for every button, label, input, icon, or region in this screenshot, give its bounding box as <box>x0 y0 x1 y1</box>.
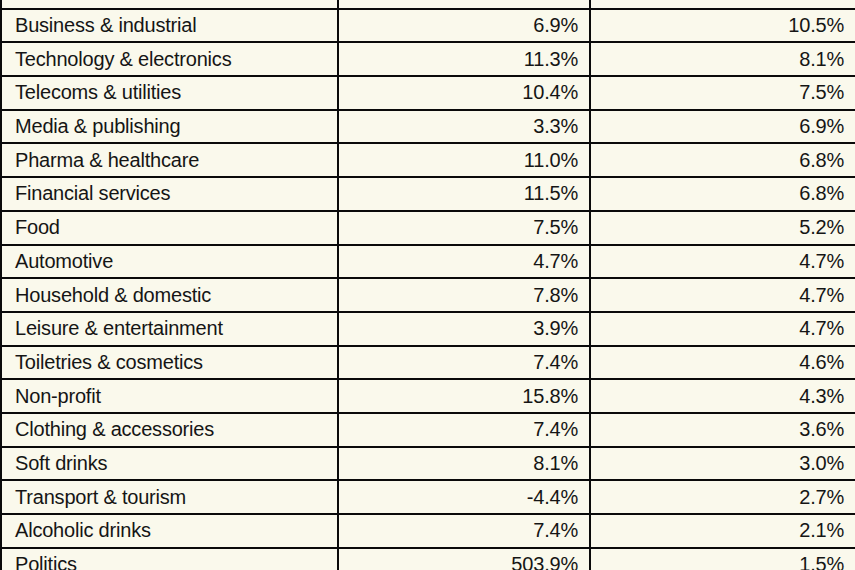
category-cell: Food <box>1 211 338 245</box>
value-cell: 8.1% <box>338 447 590 481</box>
category-cell: Pharma & healthcare <box>1 143 338 177</box>
category-cell: Leisure & entertainment <box>1 312 338 346</box>
category-cell: Household & domestic <box>1 278 338 312</box>
value-cell: 3.3% <box>338 110 590 144</box>
value-cell: 503.9% <box>338 548 590 570</box>
category-cell: Non-profit <box>1 379 338 413</box>
value-cell: 4.3% <box>590 379 855 413</box>
category-cell: Business & industrial <box>1 9 338 43</box>
value-cell: 1.5% <box>590 548 855 570</box>
value-cell: 4.6% <box>590 346 855 380</box>
value-cell: -4.4% <box>338 480 590 514</box>
value-cell: 7.4% <box>338 413 590 447</box>
value-cell: 7.4% <box>338 346 590 380</box>
value-cell: 3.0% <box>590 447 855 481</box>
category-cell: Telecoms & utilities <box>1 76 338 110</box>
value-cell: 4.7% <box>590 245 855 279</box>
value-cell: 7.8% <box>338 278 590 312</box>
table-row: Politics503.9%1.5% <box>1 548 855 570</box>
table-row: Telecoms & utilities10.4%7.5% <box>1 76 855 110</box>
value-cell: 3.6% <box>590 413 855 447</box>
value-cell: 14.1% <box>590 0 855 9</box>
value-cell: 6.8% <box>590 177 855 211</box>
category-cell: Clothing & accessories <box>1 413 338 447</box>
category-cell: Media & publishing <box>1 110 338 144</box>
value-cell: 4.7% <box>338 245 590 279</box>
table-row: Business & industrial6.9%10.5% <box>1 9 855 43</box>
table-row: Retail5.1%14.1% <box>1 0 855 9</box>
value-cell: 7.5% <box>590 76 855 110</box>
value-cell: 3.9% <box>338 312 590 346</box>
category-cell: Technology & electronics <box>1 42 338 76</box>
value-cell: 2.7% <box>590 480 855 514</box>
value-cell: 7.4% <box>338 514 590 548</box>
value-cell: 5.1% <box>338 0 590 9</box>
category-cell: Transport & tourism <box>1 480 338 514</box>
table-row: Household & domestic7.8%4.7% <box>1 278 855 312</box>
value-cell: 4.7% <box>590 278 855 312</box>
table-row: Soft drinks8.1%3.0% <box>1 447 855 481</box>
value-cell: 7.5% <box>338 211 590 245</box>
table-row: Toiletries & cosmetics7.4%4.6% <box>1 346 855 380</box>
value-cell: 2.1% <box>590 514 855 548</box>
value-cell: 11.5% <box>338 177 590 211</box>
value-cell: 11.0% <box>338 143 590 177</box>
value-cell: 6.9% <box>338 9 590 43</box>
table-row: Pharma & healthcare11.0%6.8% <box>1 143 855 177</box>
value-cell: 6.8% <box>590 143 855 177</box>
table-row: Non-profit15.8%4.3% <box>1 379 855 413</box>
category-cell: Automotive <box>1 245 338 279</box>
table-row: Media & publishing3.3%6.9% <box>1 110 855 144</box>
table-row: Leisure & entertainment3.9%4.7% <box>1 312 855 346</box>
value-cell: 5.2% <box>590 211 855 245</box>
value-cell: 6.9% <box>590 110 855 144</box>
category-cell: Soft drinks <box>1 447 338 481</box>
value-cell: 11.3% <box>338 42 590 76</box>
category-cell: Toiletries & cosmetics <box>1 346 338 380</box>
category-cell: Financial services <box>1 177 338 211</box>
table-row: Food7.5%5.2% <box>1 211 855 245</box>
category-cell: Alcoholic drinks <box>1 514 338 548</box>
table-row: Alcoholic drinks7.4%2.1% <box>1 514 855 548</box>
ad-categories-table: Retail5.1%14.1%Business & industrial6.9%… <box>0 0 855 570</box>
value-cell: 10.4% <box>338 76 590 110</box>
table-row: Technology & electronics11.3%8.1% <box>1 42 855 76</box>
value-cell: 4.7% <box>590 312 855 346</box>
table-screenshot-viewport: Retail5.1%14.1%Business & industrial6.9%… <box>0 0 855 570</box>
value-cell: 15.8% <box>338 379 590 413</box>
table-body: Retail5.1%14.1%Business & industrial6.9%… <box>1 0 855 570</box>
value-cell: 8.1% <box>590 42 855 76</box>
table-row: Transport & tourism-4.4%2.7% <box>1 480 855 514</box>
category-cell: Politics <box>1 548 338 570</box>
value-cell: 10.5% <box>590 9 855 43</box>
table-row: Clothing & accessories7.4%3.6% <box>1 413 855 447</box>
table-row: Financial services11.5%6.8% <box>1 177 855 211</box>
category-cell: Retail <box>1 0 338 9</box>
table-row: Automotive4.7%4.7% <box>1 245 855 279</box>
